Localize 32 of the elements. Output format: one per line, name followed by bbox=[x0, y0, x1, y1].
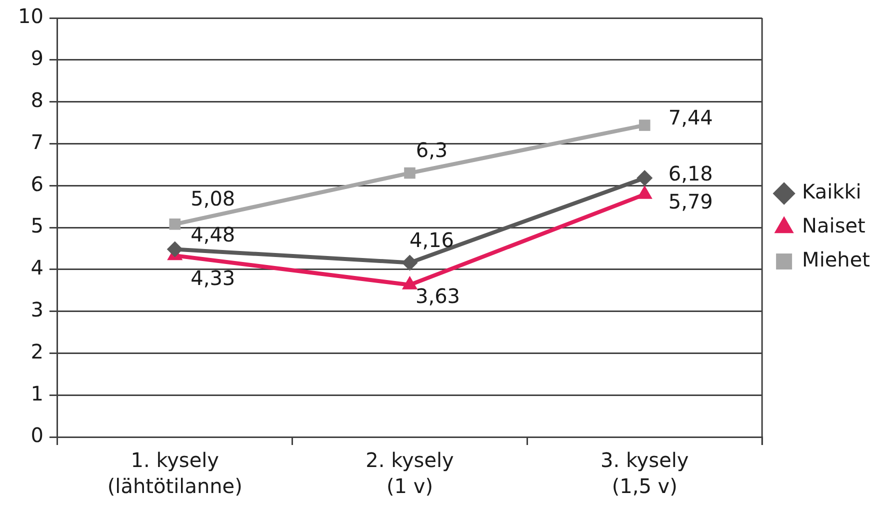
y-tick-label: 2 bbox=[30, 339, 44, 364]
legend-label: Kaikki bbox=[802, 180, 862, 204]
y-tick-label: 3 bbox=[30, 298, 44, 322]
y-tick-label: 1 bbox=[30, 381, 44, 406]
y-tick-label: 4 bbox=[30, 256, 44, 280]
point bbox=[402, 254, 418, 271]
legend-label: Naiset bbox=[802, 214, 866, 238]
x-tick-label: 1. kysely (lähtötilanne) bbox=[107, 448, 242, 498]
legend-label: Miehet bbox=[802, 248, 870, 272]
point bbox=[404, 167, 416, 179]
y-tick-label: 10 bbox=[18, 4, 44, 28]
data-label: 6,3 bbox=[416, 138, 448, 162]
y-tick-label: 5 bbox=[30, 214, 44, 238]
data-label: 5,79 bbox=[668, 190, 713, 214]
point bbox=[638, 120, 650, 131]
data-label: 3,63 bbox=[415, 284, 460, 308]
point bbox=[166, 241, 183, 258]
y-tick-label: 0 bbox=[30, 423, 44, 448]
data-label: 4,16 bbox=[409, 228, 454, 252]
data-label: 4,48 bbox=[190, 222, 236, 246]
data-label: 5,08 bbox=[190, 186, 236, 210]
y-tick-label: 7 bbox=[30, 130, 44, 154]
point bbox=[169, 218, 181, 230]
point bbox=[636, 170, 653, 186]
y-tick-label: 8 bbox=[30, 88, 44, 112]
data-label: 7,44 bbox=[668, 105, 713, 130]
x-tick-label: 2. kysely (1 v) bbox=[366, 448, 454, 498]
data-label: 6,18 bbox=[668, 161, 713, 186]
x-tick-label: 3. kysely (1,5 v) bbox=[600, 448, 689, 498]
y-tick-label: 9 bbox=[30, 46, 44, 70]
y-tick-label: 6 bbox=[30, 172, 44, 196]
data-label: 4,33 bbox=[190, 266, 236, 290]
